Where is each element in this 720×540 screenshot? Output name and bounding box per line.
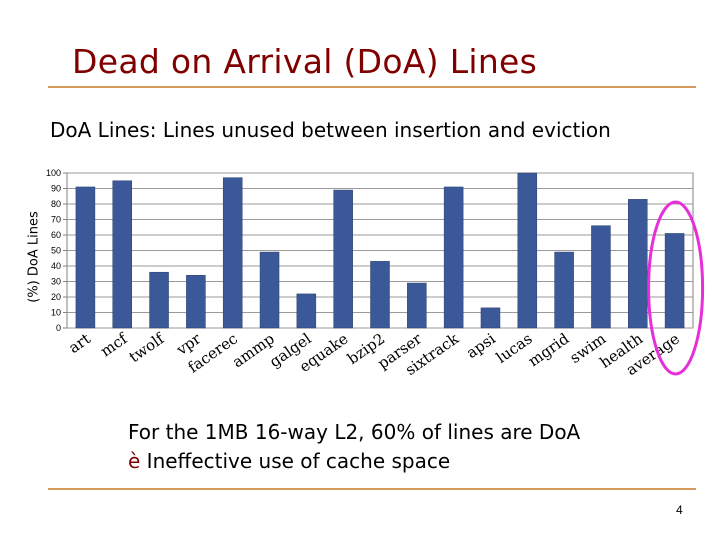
bar-vpr bbox=[186, 275, 206, 329]
summary-line-2: è Ineffective use of cache space bbox=[128, 447, 580, 476]
y-tick-label: 70 bbox=[51, 215, 61, 225]
summary-note: For the 1MB 16-way L2, 60% of lines are … bbox=[128, 418, 580, 476]
bar-lucas bbox=[517, 172, 538, 329]
arrow-right-icon: è bbox=[128, 449, 141, 473]
y-tick-label: 50 bbox=[51, 246, 61, 256]
footer-divider bbox=[48, 488, 696, 490]
x-tick-label: apsi bbox=[463, 329, 499, 362]
x-tick-label: art bbox=[65, 330, 93, 357]
y-tick-label: 20 bbox=[51, 292, 61, 302]
y-tick-label: 60 bbox=[51, 230, 61, 240]
summary-line-1: For the 1MB 16-way L2, 60% of lines are … bbox=[128, 420, 581, 444]
highlight-ellipse bbox=[647, 200, 705, 376]
y-tick-label: 80 bbox=[51, 199, 61, 209]
bar-sixtrack bbox=[443, 186, 464, 329]
bar-art bbox=[75, 186, 96, 329]
bar-galgel bbox=[296, 293, 317, 329]
title-divider bbox=[48, 86, 696, 88]
y-tick-label: 100 bbox=[46, 168, 61, 178]
x-tick-label: twolf bbox=[126, 329, 169, 367]
x-tick-label: mgrid bbox=[525, 329, 573, 370]
bar-average bbox=[664, 233, 685, 329]
bar-parser bbox=[407, 282, 427, 329]
page-number: 4 bbox=[676, 503, 683, 517]
bar-apsi bbox=[480, 307, 501, 329]
y-tick-label: 10 bbox=[51, 308, 61, 318]
y-tick-label: 40 bbox=[51, 261, 61, 271]
y-tick-label: 30 bbox=[51, 277, 61, 287]
x-tick-label: ammp bbox=[229, 330, 278, 372]
chart-subtitle: DoA Lines: Lines unused between insertio… bbox=[50, 118, 611, 142]
y-tick-label: 90 bbox=[51, 184, 61, 194]
slide-title: Dead on Arrival (DoA) Lines bbox=[72, 42, 538, 81]
bar-ammp bbox=[259, 251, 280, 329]
bar-equake bbox=[333, 189, 353, 329]
bar-mgrid bbox=[554, 251, 574, 329]
bar-bzip2 bbox=[370, 261, 390, 329]
y-tick-label: 0 bbox=[56, 323, 61, 333]
bar-twolf bbox=[149, 271, 169, 329]
bar-mcf bbox=[112, 180, 132, 329]
bar-health bbox=[628, 199, 648, 329]
bar-facerec bbox=[222, 177, 243, 329]
x-tick-label: mcf bbox=[97, 329, 132, 361]
summary-line-2-text: Ineffective use of cache space bbox=[146, 449, 451, 473]
bar-swim bbox=[591, 225, 611, 329]
